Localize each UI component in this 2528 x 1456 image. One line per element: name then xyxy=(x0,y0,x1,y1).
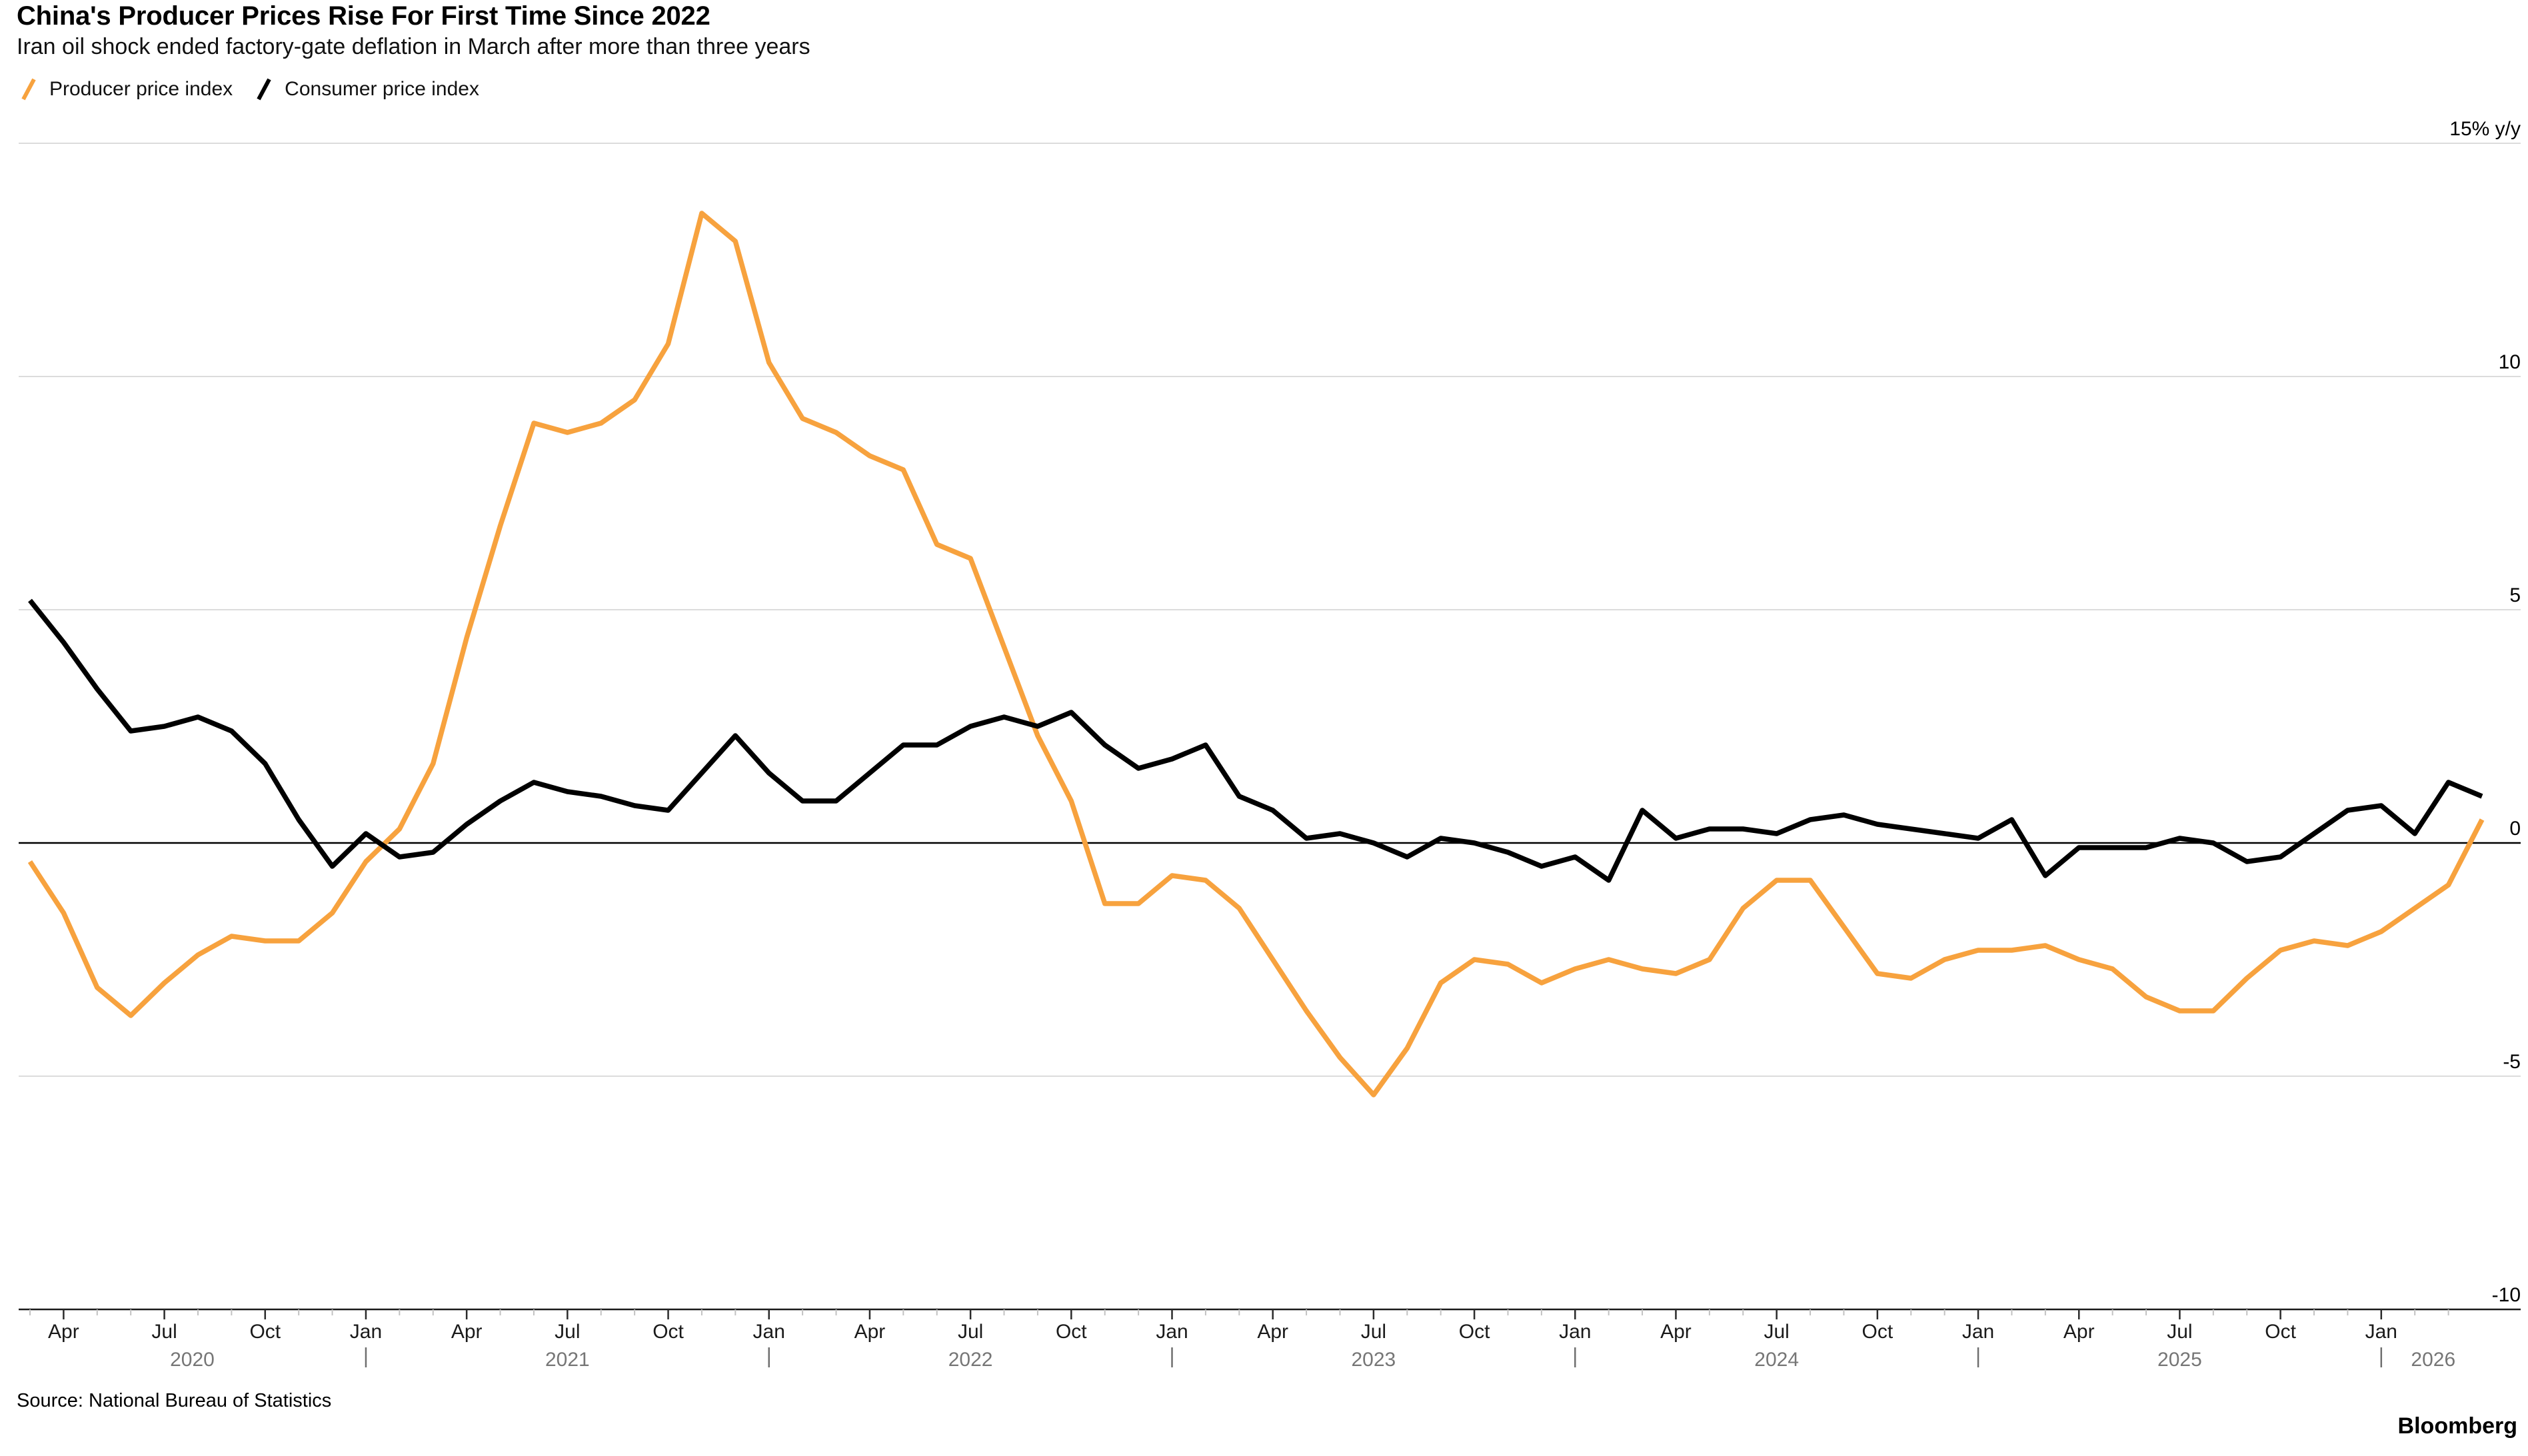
month-tick-label: Apr xyxy=(451,1321,483,1343)
month-tick-label: Oct xyxy=(1459,1321,1490,1343)
y-axis-label: -5 xyxy=(2503,1051,2521,1073)
month-tick-label: Jan xyxy=(2365,1321,2397,1343)
month-tick-label: Oct xyxy=(249,1321,281,1343)
month-tick-label: Jul xyxy=(958,1321,983,1343)
month-tick-label: Jul xyxy=(555,1321,580,1343)
legend-slash-stroke xyxy=(21,78,36,101)
consumer-price-index-line xyxy=(28,598,2483,883)
year-label: 2024 xyxy=(1754,1349,1799,1371)
bloomberg-logo: Bloomberg xyxy=(2397,1413,2517,1439)
legend-item: Producer price index xyxy=(20,76,233,103)
source-note: Source: National Bureau of Statistics xyxy=(17,1390,332,1411)
month-tick-label: Jan xyxy=(753,1321,785,1343)
legend: Producer price index Consumer price index xyxy=(20,76,479,103)
month-tick-label: Apr xyxy=(1660,1321,1692,1343)
y-axis-label: 5 xyxy=(2509,584,2521,606)
month-tick-label: Oct xyxy=(2265,1321,2296,1343)
month-tick-label: Jan xyxy=(350,1321,382,1343)
producer-price-index-line xyxy=(27,211,2485,1097)
legend-item: Consumer price index xyxy=(255,76,479,103)
year-label: 2025 xyxy=(2157,1349,2202,1371)
year-label: 2022 xyxy=(948,1349,993,1371)
x-axis-ticks xyxy=(29,1309,2449,1367)
month-tick-label: Oct xyxy=(652,1321,684,1343)
month-tick-label: Jan xyxy=(1559,1321,1591,1343)
month-tick-label: Apr xyxy=(1257,1321,1288,1343)
month-tick-label: Jul xyxy=(1764,1321,1789,1343)
year-label: 2021 xyxy=(545,1349,590,1371)
month-tick-label: Oct xyxy=(1056,1321,1087,1343)
y-axis-label: 10 xyxy=(2499,351,2521,373)
legend-label: Consumer price index xyxy=(285,78,479,100)
month-tick-label: Jul xyxy=(1361,1321,1386,1343)
y-axis-label: 15% y/y xyxy=(2449,118,2521,140)
month-tick-label: Jan xyxy=(1962,1321,1994,1343)
y-axis-label: 0 xyxy=(2509,818,2521,840)
legend-slash-stroke xyxy=(257,78,271,101)
legend-slash-icon xyxy=(21,78,36,101)
chart-subtitle: Iran oil shock ended factory-gate deflat… xyxy=(17,34,810,59)
y-axis-label: -10 xyxy=(2492,1284,2521,1306)
chart-title: China's Producer Prices Rise For First T… xyxy=(17,1,710,31)
year-label: 2020 xyxy=(170,1349,215,1371)
year-label: 2023 xyxy=(1352,1349,1396,1371)
month-tick-label: Apr xyxy=(2063,1321,2095,1343)
month-tick-label: Oct xyxy=(1862,1321,1894,1343)
legend-slash-icon xyxy=(257,78,271,101)
month-tick-label: Jul xyxy=(2167,1321,2192,1343)
legend-label: Producer price index xyxy=(49,78,233,100)
month-tick-label: Apr xyxy=(48,1321,79,1343)
month-tick-label: Jan xyxy=(1156,1321,1188,1343)
y-gridlines xyxy=(19,143,2521,1311)
year-label: 2026 xyxy=(2411,1349,2455,1371)
month-tick-label: Apr xyxy=(854,1321,886,1343)
month-tick-label: Jul xyxy=(151,1321,177,1343)
